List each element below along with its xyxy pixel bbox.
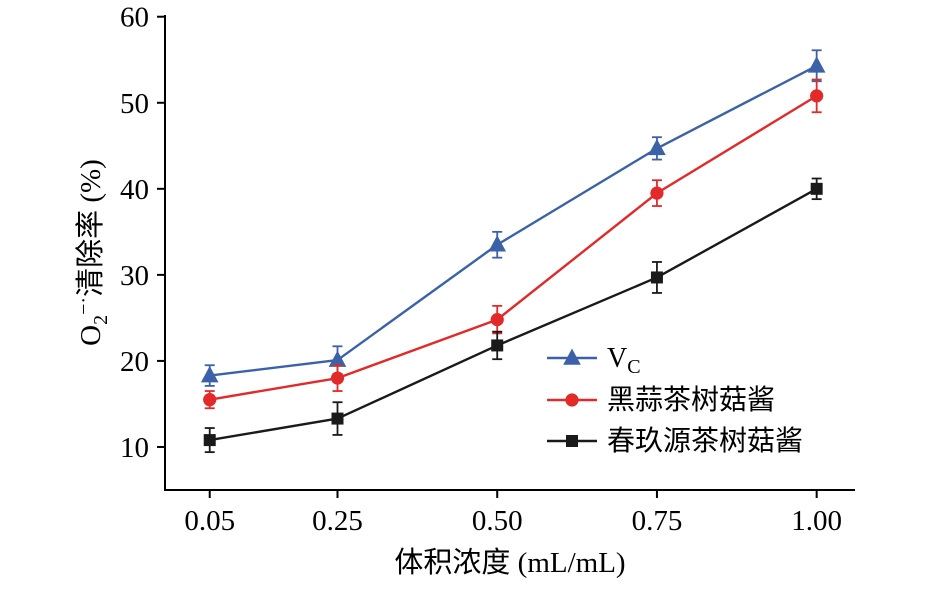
x-tick-label: 0.50	[472, 505, 523, 537]
y-tick-label: 20	[120, 346, 149, 378]
marker-circle-黑蒜茶树菇酱	[490, 313, 504, 327]
y-tick-label: 10	[120, 432, 149, 464]
x-tick-label: 0.75	[632, 505, 683, 537]
marker-square-春玖源茶树菇酱	[810, 182, 823, 195]
marker-circle-黑蒜茶树菇酱	[330, 371, 345, 385]
marker-triangle-Vc	[328, 350, 347, 367]
legend-label: 春玖源茶树菇酱	[607, 425, 803, 457]
x-axis-label: 体积浓度 (mL/mL)	[394, 546, 625, 579]
marker-circle-黑蒜茶树菇酱	[650, 186, 664, 200]
y-axis-label: O2−·清除率 (%)	[73, 159, 112, 346]
marker-square-春玖源茶树菇酱	[203, 434, 216, 447]
marker-triangle-Vc	[488, 235, 507, 252]
y-tick-label: 60	[120, 2, 149, 34]
legend-item-Vc: VC	[547, 343, 641, 378]
marker-triangle-Vc	[200, 366, 219, 383]
y-tick-label: 50	[120, 88, 149, 120]
x-tick-label: 0.25	[312, 505, 363, 537]
axis-spines	[164, 15, 855, 491]
marker-triangle-Vc	[648, 138, 666, 156]
marker-square-春玖源茶树菇酱	[650, 271, 663, 284]
series-line-Vc	[209, 64, 818, 377]
legend-label: VC	[607, 343, 641, 378]
y-tick-label: 30	[120, 260, 149, 292]
marker-triangle-Vc	[807, 56, 826, 73]
legend-marker-circle	[565, 393, 579, 407]
legend-marker-triangle	[563, 348, 581, 365]
marker-square-春玖源茶树菇酱	[331, 412, 344, 425]
legend-label: 黑蒜茶树菇酱	[607, 384, 775, 416]
y-tick-label: 40	[120, 174, 149, 206]
legend-item-黑蒜茶树菇酱: 黑蒜茶树菇酱	[547, 384, 775, 416]
legend-item-春玖源茶树菇酱: 春玖源茶树菇酱	[547, 425, 803, 457]
series-line-黑蒜茶树菇酱	[209, 94, 818, 401]
x-tick-label: 1.00	[791, 505, 842, 537]
marker-square-春玖源茶树菇酱	[491, 339, 504, 352]
legend-marker-square	[566, 435, 578, 447]
marker-circle-黑蒜茶树菇酱	[810, 89, 824, 103]
marker-circle-黑蒜茶树菇酱	[203, 393, 217, 407]
x-tick-label: 0.05	[184, 505, 235, 537]
